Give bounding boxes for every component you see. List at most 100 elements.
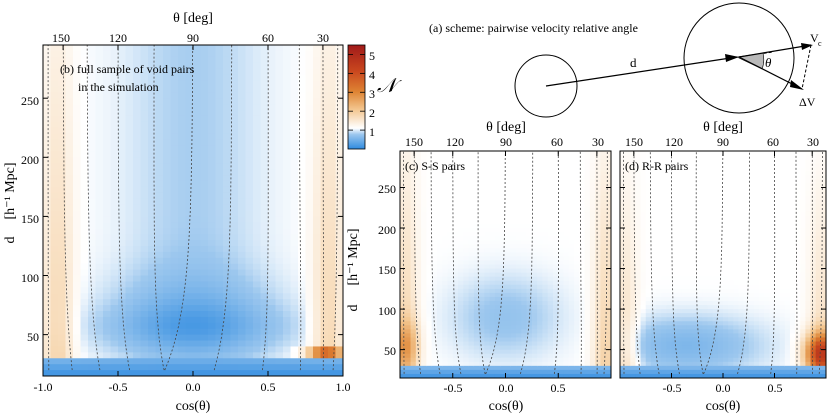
heatmap-cell — [43, 192, 52, 200]
heatmap-cell — [640, 321, 647, 326]
heatmap-cell — [140, 358, 149, 365]
heatmap-cell — [494, 341, 501, 347]
heatmap-cell — [43, 305, 52, 312]
heatmap-cell — [516, 183, 522, 189]
heatmap-cell — [630, 179, 637, 185]
heatmap-cell — [468, 280, 475, 286]
heatmap-cell — [80, 74, 89, 82]
heatmap-cell — [436, 163, 443, 168]
heatmap-cell — [531, 179, 538, 185]
heatmap-cell — [313, 198, 322, 206]
top-tick-label-b-3: 60 — [262, 31, 274, 45]
y-tick-label-c-4: 250 — [378, 182, 396, 196]
heatmap-cell — [568, 223, 575, 229]
heatmap-cell — [155, 358, 164, 365]
heatmap-cell — [43, 228, 52, 235]
heatmap-cell — [80, 340, 89, 348]
heatmap-cell — [595, 373, 602, 378]
heatmap-cell — [313, 281, 322, 288]
heatmap-cell — [447, 309, 454, 314]
y-tick-label-c-2: 150 — [378, 263, 396, 277]
heatmap-cell — [148, 234, 157, 241]
heatmap-cell — [125, 370, 134, 376]
heatmap-cell — [500, 171, 507, 176]
heatmap-cell — [400, 203, 406, 209]
heatmap-cell — [283, 216, 292, 223]
heatmap-cell — [58, 275, 67, 283]
heatmap-cell — [579, 264, 586, 270]
heatmap-cell — [568, 203, 575, 209]
heatmap-cell — [600, 337, 607, 343]
heatmap-cell — [133, 104, 142, 111]
heatmap-cell — [574, 325, 580, 330]
heatmap-cell — [238, 322, 247, 330]
heatmap-cell — [510, 309, 517, 314]
heatmap-cell — [625, 365, 631, 371]
heatmap-cell — [547, 341, 554, 347]
heatmap-cell — [328, 334, 337, 342]
heatmap-cell — [88, 328, 97, 336]
heatmap-cell — [547, 199, 554, 205]
heatmap-cell — [290, 281, 299, 288]
heatmap-cell — [635, 167, 642, 172]
heatmap-cell — [208, 346, 217, 353]
heatmap-cell — [547, 207, 554, 213]
heatmap-cell — [531, 155, 538, 160]
heatmap-cell — [215, 346, 224, 353]
heatmap-cell — [436, 207, 443, 213]
heatmap-cell — [58, 328, 67, 336]
heatmap-cell — [505, 288, 512, 294]
heatmap-cell — [320, 352, 329, 359]
heatmap-cell — [193, 127, 202, 135]
heatmap-cell — [58, 322, 67, 330]
heatmap-cell — [600, 228, 607, 233]
heatmap-cell — [313, 56, 322, 64]
heatmap-cell — [645, 321, 652, 326]
heatmap-cell — [170, 98, 179, 105]
heatmap-cell — [415, 349, 422, 355]
heatmap-cell — [260, 192, 269, 200]
heatmap-cell — [313, 139, 322, 147]
heatmap-cell — [400, 207, 406, 213]
heatmap-cell — [305, 257, 314, 265]
heatmap-cell — [110, 346, 119, 353]
heatmap-cell — [447, 276, 454, 282]
heatmap-cell — [95, 310, 104, 318]
heatmap-cell — [635, 248, 642, 253]
heatmap-cell — [510, 256, 517, 262]
heatmap-cell — [65, 305, 74, 312]
heatmap-cell — [600, 373, 607, 378]
heatmap-cell — [405, 357, 412, 363]
heatmap-cell — [558, 223, 565, 229]
heatmap-cell — [200, 370, 209, 376]
heatmap-cell — [484, 272, 491, 278]
heatmap-cell — [320, 180, 329, 188]
heatmap-cell — [595, 264, 602, 270]
heatmap-cell — [537, 361, 544, 367]
heatmap-cell — [405, 373, 412, 378]
scheme-caption: (a) scheme: pairwise velocity relative a… — [429, 21, 638, 35]
heatmap-cell — [200, 216, 209, 223]
heatmap-cell — [140, 50, 149, 58]
heatmap-cell — [50, 98, 59, 105]
heatmap-cell — [568, 207, 575, 213]
heatmap-cell — [526, 272, 533, 278]
heatmap-cell — [505, 171, 512, 176]
heatmap-cell — [589, 373, 596, 378]
heatmap-cell — [65, 139, 74, 147]
heatmap-cell — [110, 45, 119, 52]
heatmap-cell — [452, 353, 459, 359]
heatmap-cell — [426, 264, 433, 270]
heatmap-cell — [140, 80, 149, 87]
heatmap-cell — [230, 340, 239, 348]
heatmap-cell — [579, 228, 586, 233]
heatmap-cell — [479, 151, 486, 156]
heatmap-cell — [558, 353, 565, 359]
heatmap-cell — [589, 369, 596, 375]
heatmap-cell — [473, 187, 480, 193]
heatmap-cell — [118, 210, 127, 218]
heatmap-cell — [103, 50, 112, 58]
heatmap-cell — [320, 121, 329, 129]
heatmap-cell — [275, 50, 284, 58]
heatmap-cell — [521, 215, 528, 221]
